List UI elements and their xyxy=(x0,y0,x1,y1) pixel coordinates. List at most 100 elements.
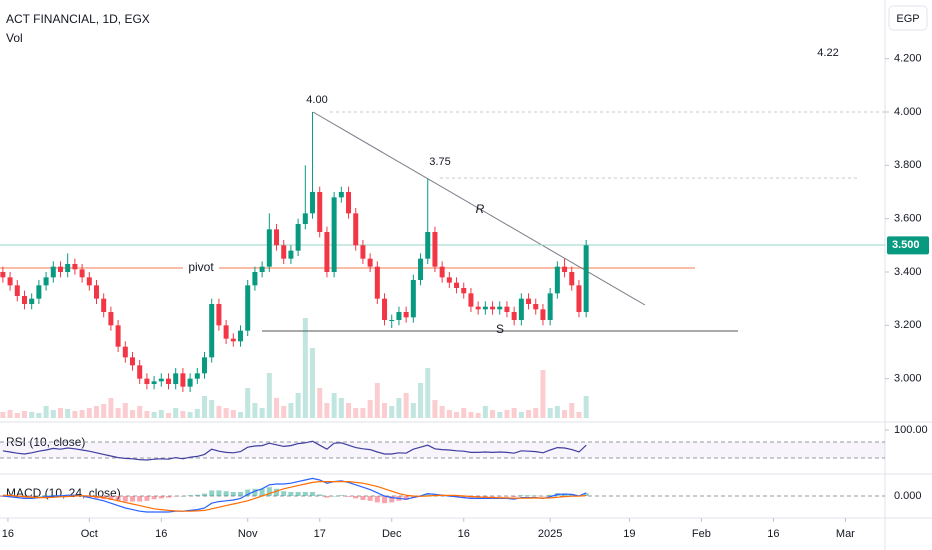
volume-bar xyxy=(302,318,308,418)
rsi-line xyxy=(2,440,587,461)
volume-bar xyxy=(468,412,474,418)
volume-bar xyxy=(144,411,150,418)
volume-bar xyxy=(338,398,344,418)
candle-body xyxy=(266,229,272,267)
candle-body xyxy=(533,304,539,310)
macd-histogram xyxy=(583,493,589,496)
volume-bar xyxy=(331,393,337,418)
candle-body xyxy=(418,258,424,280)
y-tick-label: 3.000 xyxy=(894,373,922,385)
macd-histogram xyxy=(194,494,200,496)
volume-bar xyxy=(0,412,6,418)
y-tick-label: 3.600 xyxy=(894,213,922,225)
candle-body xyxy=(562,266,568,272)
volume-bar xyxy=(122,403,128,418)
candle-body xyxy=(209,304,215,358)
volume-bar xyxy=(346,403,352,418)
candle-body xyxy=(540,309,546,320)
candle-body xyxy=(346,192,352,214)
candle-body xyxy=(65,264,71,272)
macd-histogram xyxy=(29,496,35,498)
candle-body xyxy=(93,285,99,299)
volume-bar xyxy=(504,410,510,418)
macd-histogram xyxy=(410,496,416,498)
candle-body xyxy=(281,245,287,259)
candle-body xyxy=(526,298,532,304)
support-label: S xyxy=(496,322,504,336)
candle-body xyxy=(259,266,265,272)
volume-bar xyxy=(482,406,488,418)
macd-histogram xyxy=(129,496,135,502)
volume-bar xyxy=(252,403,258,418)
candle-body xyxy=(482,306,488,310)
candle-body xyxy=(425,232,431,259)
candle-body xyxy=(331,197,337,272)
candle-body xyxy=(180,373,186,387)
candle-body xyxy=(490,306,496,310)
volume-bar xyxy=(310,348,316,418)
candle-body xyxy=(230,338,236,342)
volume-bar xyxy=(461,408,467,418)
candle-body xyxy=(108,312,114,326)
macd-histogram xyxy=(86,496,92,498)
volume-bar xyxy=(166,413,172,418)
candle-body xyxy=(396,312,402,320)
y-tick-label: 4.000 xyxy=(894,106,922,118)
volume-bar xyxy=(540,370,546,418)
candle-body xyxy=(554,266,560,294)
candle-body xyxy=(245,285,251,331)
x-tick-label: 16 xyxy=(767,528,779,540)
high-label: 4.00 xyxy=(306,94,327,106)
volume-bar xyxy=(554,406,560,418)
candle-body xyxy=(475,306,481,310)
candle-body xyxy=(36,285,42,299)
macd-histogram xyxy=(180,496,186,497)
macd-histogram xyxy=(490,496,496,497)
candle-body xyxy=(173,373,179,384)
volume-bar xyxy=(324,403,330,418)
macd-line xyxy=(2,481,587,512)
volume-bar xyxy=(432,400,438,418)
volume-bar xyxy=(108,398,114,418)
candle-body xyxy=(547,293,553,320)
symbol-title: ACT FINANCIAL, 1D, EGX xyxy=(6,12,150,26)
candle-body xyxy=(187,378,193,387)
macd-histogram xyxy=(511,496,517,497)
candle-body xyxy=(374,266,380,299)
y-tick-label: 4.200 xyxy=(894,53,922,65)
macd-histogram xyxy=(281,491,287,496)
macd-histogram xyxy=(216,490,222,496)
macd-histogram xyxy=(504,496,510,497)
volume-bar xyxy=(29,412,35,418)
volume-bar xyxy=(79,410,85,418)
volume-bar xyxy=(21,411,27,418)
pivot-label: pivot xyxy=(188,260,214,274)
macd-histogram xyxy=(331,496,337,497)
macd-histogram xyxy=(324,496,330,498)
volume-bar xyxy=(475,413,481,418)
x-tick-label: 16 xyxy=(2,528,14,540)
candle-body xyxy=(7,277,13,286)
x-tick-label: Oct xyxy=(81,528,98,540)
volume-bar xyxy=(353,408,359,418)
volume-bar xyxy=(410,403,416,418)
macd-histogram xyxy=(562,493,568,496)
candle-body xyxy=(223,325,229,339)
volume-bar xyxy=(576,412,582,418)
volume-bar xyxy=(173,408,179,418)
volume-bar xyxy=(288,403,294,418)
macd-histogram xyxy=(389,496,395,503)
volume-bar xyxy=(14,413,20,418)
last-price-label: 3.500 xyxy=(892,239,920,251)
volume-bar xyxy=(101,404,107,418)
volume-bar xyxy=(57,408,63,418)
y-tick-label: 3.800 xyxy=(894,159,922,171)
currency-button[interactable] xyxy=(888,5,928,31)
candle-body xyxy=(317,192,323,232)
volume-bar xyxy=(43,406,49,418)
volume-bar xyxy=(216,406,222,418)
candle-body xyxy=(446,277,452,283)
x-tick-label: Nov xyxy=(238,528,258,540)
candle-body xyxy=(101,298,107,312)
